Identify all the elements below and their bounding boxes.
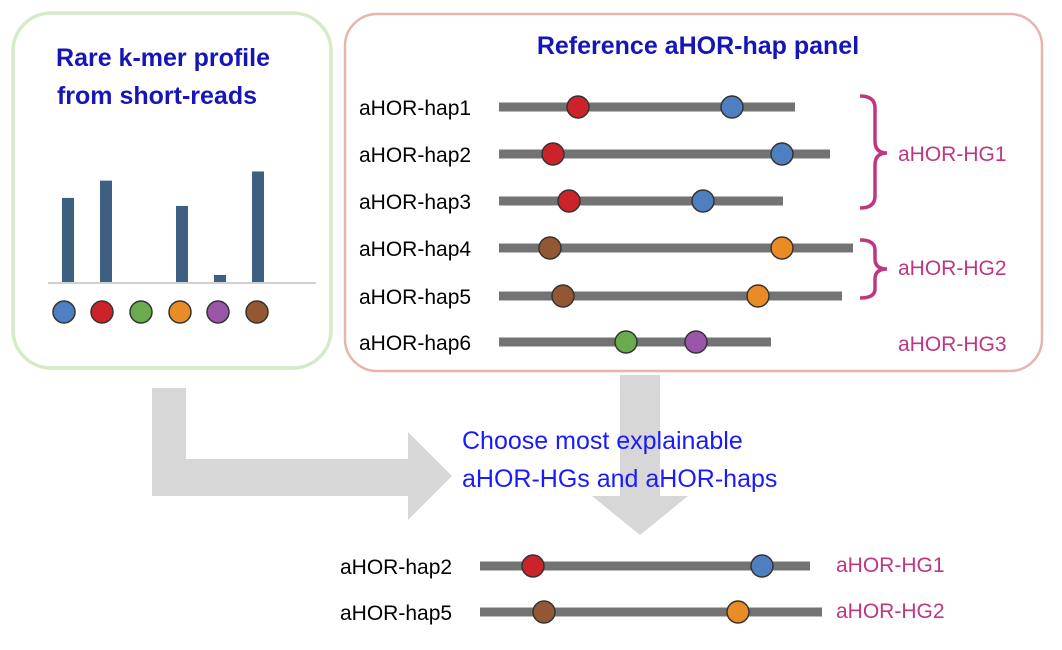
hap-kmer-dot (746, 284, 770, 308)
hap-kmer-dot (684, 330, 708, 354)
result-kmer-dot (521, 554, 545, 578)
result-group-label: aHOR-HG2 (836, 600, 945, 623)
group-label-hg2: aHOR-HG2 (898, 257, 1007, 280)
result-row: aHOR-hap2 aHOR-HG1 (340, 554, 945, 579)
kmer-bar (62, 197, 74, 283)
hg1-bracket (859, 94, 888, 210)
kmer-bar (176, 205, 188, 283)
down-arrow (592, 375, 688, 535)
brown-kmer-dot (245, 300, 269, 324)
hap-kmer-dot (691, 189, 715, 213)
kmer-profile-title-line2: from short-reads (57, 82, 257, 110)
kmer-bar (214, 274, 226, 283)
purple-kmer-dot (206, 300, 230, 324)
hap-row: aHOR-hap3 (359, 189, 783, 214)
kmer-bar (252, 171, 264, 283)
hap-kmer-dot (770, 142, 794, 166)
result-row: aHOR-hap5 aHOR-HG2 (340, 600, 945, 625)
hap-kmer-dot (551, 284, 575, 308)
hap-label: aHOR-hap4 (359, 238, 471, 261)
hap-label: aHOR-hap2 (359, 144, 471, 167)
hap-kmer-dot (538, 236, 562, 260)
kmer-profile-title-line1: Rare k-mer profile (56, 44, 270, 72)
result-rows: aHOR-hap2 aHOR-HG1 aHOR-hap5 aHOR-HG2 (340, 554, 945, 625)
kmer-bar (100, 180, 112, 283)
hap-row: aHOR-hap5 (359, 284, 842, 309)
reference-panel: Reference aHOR-hap panel aHOR-hap1aHOR-h… (343, 12, 1044, 373)
hg2-bracket (859, 238, 888, 300)
red-kmer-dot (90, 300, 114, 324)
group-label-hg1: aHOR-HG1 (898, 143, 1007, 166)
hap-label: aHOR-hap1 (359, 97, 471, 120)
down-right-arrow (152, 388, 452, 520)
result-kmer-dot (726, 600, 750, 624)
green-kmer-dot (129, 300, 153, 324)
hap-rows: aHOR-hap1 aHOR-hap2 aHOR-hap3 aHOR-hap4 aHOR… (359, 95, 853, 355)
hap-row: aHOR-hap6 (359, 330, 771, 355)
hap-row: aHOR-hap2 (359, 142, 830, 167)
reference-panel-title: Reference aHOR-hap panel (537, 32, 859, 60)
hap-kmer-dot (770, 236, 794, 260)
kmer-dots (52, 300, 269, 324)
blue-kmer-dot (52, 300, 76, 324)
kmer-profile-box (11, 11, 333, 370)
result-kmer-dot (750, 554, 774, 578)
hap-kmer-dot (720, 95, 744, 119)
hap-label: aHOR-hap5 (359, 286, 471, 309)
hap-label: aHOR-hap3 (359, 191, 471, 214)
hap-row: aHOR-hap1 (359, 95, 795, 120)
hap-row: aHOR-hap4 (359, 236, 853, 261)
hap-kmer-dot (557, 189, 581, 213)
choose-text-line2: aHOR-HGs and aHOR-haps (462, 465, 777, 493)
hap-label: aHOR-hap6 (359, 332, 471, 355)
result-group-label: aHOR-HG1 (836, 554, 945, 577)
orange-kmer-dot (168, 300, 192, 324)
group-label-hg3: aHOR-HG3 (898, 333, 1007, 356)
kmer-profile-panel: Rare k-mer profile from short-reads (11, 11, 333, 370)
kmer-bars (62, 171, 264, 283)
hap-kmer-dot (614, 330, 638, 354)
result-hap-label: aHOR-hap2 (340, 556, 452, 579)
hap-kmer-dot (541, 142, 565, 166)
choose-text-line1: Choose most explainable (462, 427, 743, 455)
result-hap-label: aHOR-hap5 (340, 602, 452, 625)
hap-kmer-dot (566, 95, 590, 119)
result-kmer-dot (532, 600, 556, 624)
